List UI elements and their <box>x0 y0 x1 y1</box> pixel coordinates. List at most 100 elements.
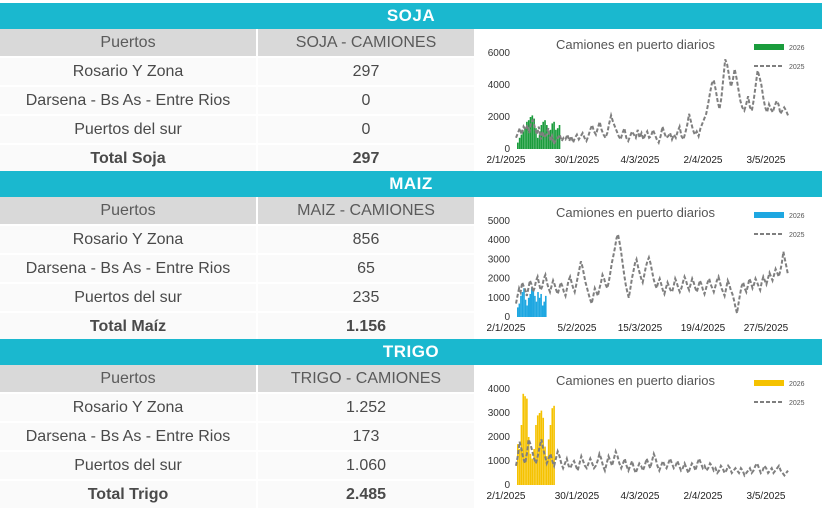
camiones-value: 0 <box>257 115 476 145</box>
x-tick-label: 15/3/2025 <box>618 323 663 334</box>
x-tick-label: 4/3/2025 <box>621 491 660 502</box>
soja-table: Puertos SOJA - CAMIONES Rosario Y Zona 2… <box>0 29 476 174</box>
legend-label-2025: 2025 <box>789 400 805 407</box>
y-tick-label: 0 <box>504 144 510 155</box>
maiz-table: Puertos MAIZ - CAMIONES Rosario Y Zona 8… <box>0 197 476 342</box>
bar-2026 <box>540 293 542 317</box>
bar-2026 <box>531 115 534 149</box>
bar-2026 <box>518 137 521 149</box>
bar-2026 <box>527 437 530 485</box>
x-tick-label: 2/1/2025 <box>487 155 526 166</box>
table-row: Darsena - Bs As - Entre Rios 0 <box>0 86 476 116</box>
bar-2026 <box>540 125 543 149</box>
bar-2026 <box>520 425 523 485</box>
bar-2026 <box>540 410 543 485</box>
bar-2026 <box>541 305 544 317</box>
bar-2026 <box>551 408 554 485</box>
bar-2026 <box>527 297 530 317</box>
column-header-camiones: MAIZ - CAMIONES <box>257 197 476 226</box>
column-header-puertos: Puertos <box>0 365 258 394</box>
puerto-name: Puertos del sur <box>0 451 258 481</box>
camiones-value: 1.252 <box>257 393 476 423</box>
y-tick-label: 3000 <box>488 408 511 419</box>
bar-2026 <box>518 449 521 485</box>
bar-2026 <box>535 425 537 485</box>
line-2025 <box>515 59 789 148</box>
bar-2026 <box>520 295 522 317</box>
bar-2026 <box>529 453 532 485</box>
bar-2026 <box>553 405 555 485</box>
table-row: Rosario Y Zona 1.252 <box>0 393 476 423</box>
bar-2026 <box>529 117 532 149</box>
x-tick-label: 5/2/2025 <box>558 323 597 334</box>
legend-label-2026: 2026 <box>789 45 805 52</box>
total-value: 1.156 <box>257 312 476 342</box>
legend-label-2025: 2025 <box>789 64 805 71</box>
bar-2026 <box>526 305 528 317</box>
legend-swatch-2026 <box>754 212 784 218</box>
camiones-value: 1.060 <box>257 451 476 481</box>
x-tick-label: 30/1/2025 <box>555 491 600 502</box>
table-row: Puertos del sur 0 <box>0 115 476 145</box>
puerto-name: Puertos del sur <box>0 115 258 145</box>
maiz-chart: Camiones en puerto diarios 0 1000 2000 3000 4… <box>476 197 822 339</box>
y-tick-label: 5000 <box>488 216 511 227</box>
legend-swatch-2026 <box>754 380 784 386</box>
soja-chart-svg: Camiones en puerto diarios 0 2000 4000 6000 2… <box>487 37 805 166</box>
puerto-name: Rosario Y Zona <box>0 57 258 87</box>
x-tick-label: 19/4/2025 <box>681 323 726 334</box>
bar-2026 <box>523 288 525 317</box>
legend-swatch-2026 <box>754 44 784 50</box>
bar-2026 <box>546 125 548 149</box>
puerto-name: Darsena - Bs As - Entre Rios <box>0 422 258 452</box>
bar-2026 <box>535 128 537 149</box>
camiones-value: 0 <box>257 86 476 116</box>
puerto-name: Puertos del sur <box>0 283 258 313</box>
camiones-value: 297 <box>257 57 476 87</box>
line-2025 <box>515 230 789 314</box>
camiones-value: 856 <box>257 225 476 255</box>
table-header-row: Puertos MAIZ - CAMIONES <box>0 197 476 226</box>
bar-2026 <box>537 292 539 317</box>
bar-2026 <box>533 449 535 485</box>
bar-2026 <box>533 118 535 149</box>
column-header-camiones: TRIGO - CAMIONES <box>257 365 476 394</box>
bar-2026 <box>555 129 557 149</box>
trigo-chart: Camiones en puerto diarios 0 1000 2000 3000 4… <box>476 365 822 507</box>
y-tick-label: 3000 <box>488 254 511 265</box>
bar-2026 <box>531 458 534 485</box>
x-tick-label: 3/5/2025 <box>747 155 786 166</box>
puerto-name: Darsena - Bs As - Entre Rios <box>0 86 258 116</box>
bar-2026 <box>534 295 536 317</box>
y-tick-label: 6000 <box>488 48 511 59</box>
table-row: Rosario Y Zona 297 <box>0 57 476 87</box>
legend-label-2026: 2026 <box>789 213 805 220</box>
bar-2026 <box>520 134 523 149</box>
bar-2026 <box>544 446 546 485</box>
column-header-puertos: Puertos <box>0 29 258 58</box>
x-tick-label: 4/3/2025 <box>621 155 660 166</box>
table-row: Puertos del sur 235 <box>0 283 476 313</box>
y-tick-label: 4000 <box>488 235 511 246</box>
total-label: Total Maíz <box>0 312 258 342</box>
bar-2026 <box>524 128 526 149</box>
y-tick-label: 1000 <box>488 456 511 467</box>
section-title-trigo: TRIGO <box>0 339 822 365</box>
y-tick-label: 2000 <box>488 432 511 443</box>
puerto-name: Rosario Y Zona <box>0 225 258 255</box>
total-label: Total Trigo <box>0 480 258 510</box>
y-tick-label: 4000 <box>488 80 511 91</box>
puerto-name: Darsena - Bs As - Entre Rios <box>0 254 258 284</box>
section-title-soja: SOJA <box>0 3 822 29</box>
bar-2026 <box>526 398 528 485</box>
total-row: Total Soja 297 <box>0 144 476 174</box>
x-tick-label: 2/1/2025 <box>487 323 526 334</box>
bar-2026 <box>529 293 532 317</box>
table-header-row: Puertos SOJA - CAMIONES <box>0 29 476 58</box>
total-value: 297 <box>257 144 476 174</box>
table-row: Darsena - Bs As - Entre Rios 65 <box>0 254 476 284</box>
x-tick-label: 2/4/2025 <box>684 155 723 166</box>
bar-2026 <box>547 439 550 485</box>
trigo-chart-svg: Camiones en puerto diarios 0 1000 2000 3000 4… <box>487 373 805 502</box>
y-tick-label: 2000 <box>488 274 511 285</box>
